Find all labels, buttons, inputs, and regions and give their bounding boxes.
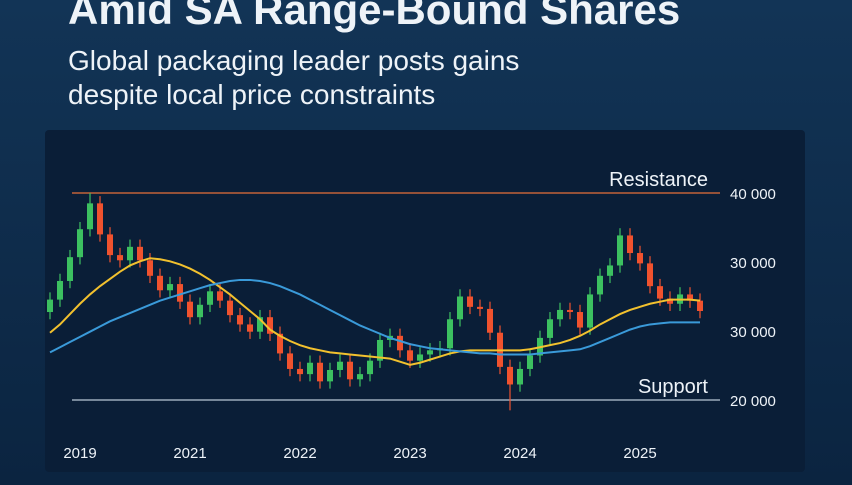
candle-body — [197, 304, 203, 318]
candle-body — [77, 229, 83, 258]
candle-body — [167, 284, 173, 291]
candle-body — [217, 291, 223, 301]
y-tick-label: 30 000 — [730, 324, 776, 341]
x-tick-label: 2019 — [63, 445, 96, 462]
candle-body — [627, 235, 633, 254]
candle-body — [597, 275, 603, 295]
candle-body — [557, 309, 563, 320]
chart-subtitle: Global packaging leader posts gains — [68, 45, 519, 76]
candle-body — [177, 284, 183, 302]
x-tick-label: 2021 — [173, 445, 206, 462]
candle-body — [137, 246, 143, 261]
candle-body — [237, 315, 243, 325]
candle-body — [587, 294, 593, 328]
chart-title: Amid SA Range-Bound Shares — [68, 0, 680, 33]
x-tick-label: 2024 — [503, 445, 536, 462]
candle-body — [57, 280, 63, 300]
candle-body — [407, 350, 413, 361]
candle-body — [107, 234, 113, 256]
candle-body — [47, 299, 53, 313]
candle-body — [157, 275, 163, 291]
candle-body — [667, 298, 673, 304]
candle-body — [127, 246, 133, 261]
candle-body — [397, 335, 403, 351]
candle-body — [207, 291, 213, 305]
candle-body — [577, 312, 583, 328]
candle-body — [367, 360, 373, 375]
candle-body — [257, 317, 263, 332]
candle-body — [377, 339, 383, 361]
candle-body — [267, 317, 273, 334]
candle-body — [567, 309, 573, 313]
candle-body — [647, 263, 653, 287]
candle-body — [317, 362, 323, 382]
candle-body — [147, 260, 153, 276]
candle-body — [457, 296, 463, 320]
candle-body — [297, 368, 303, 375]
candle-body — [487, 308, 493, 333]
chart-subtitle: despite local price constraints — [68, 79, 435, 110]
x-tick-label: 2023 — [393, 445, 426, 462]
candle-body — [657, 286, 663, 299]
candle-body — [607, 265, 613, 276]
candle-body — [527, 355, 533, 369]
candle-body — [467, 296, 473, 307]
candle-body — [117, 255, 123, 261]
candle-body — [697, 300, 703, 311]
candle-body — [307, 362, 313, 375]
candle-body — [277, 333, 283, 354]
x-tick-label: 2022 — [283, 445, 316, 462]
candle-body — [637, 253, 643, 264]
candle-body — [87, 203, 93, 230]
candle-body — [337, 361, 343, 370]
candle-body — [357, 374, 363, 380]
candle-body — [247, 324, 253, 332]
y-tick-label: 40 000 — [730, 186, 776, 203]
candle-body — [687, 294, 693, 301]
candle-body — [517, 368, 523, 385]
x-tick-label: 2025 — [623, 445, 656, 462]
candle-body — [227, 300, 233, 316]
candle-body — [417, 354, 423, 361]
annotation-label: Resistance — [609, 169, 708, 191]
candle-body — [617, 235, 623, 266]
y-tick-label: 20 000 — [730, 393, 776, 410]
candle-body — [67, 257, 73, 281]
candle-body — [447, 319, 453, 349]
candle-body — [287, 353, 293, 369]
candle-body — [347, 361, 353, 380]
moving-average — [49, 278, 700, 356]
candle-body — [427, 350, 433, 355]
candle-body — [97, 203, 103, 235]
candle-body — [327, 369, 333, 382]
candle-body — [547, 319, 553, 338]
candle-body — [187, 301, 193, 318]
annotation-label: Support — [638, 376, 708, 398]
chart-panel — [45, 130, 805, 472]
candle-body — [507, 366, 513, 385]
candle-body — [477, 306, 483, 309]
moving-average — [49, 257, 701, 366]
y-tick-label: 30 000 — [730, 255, 776, 272]
